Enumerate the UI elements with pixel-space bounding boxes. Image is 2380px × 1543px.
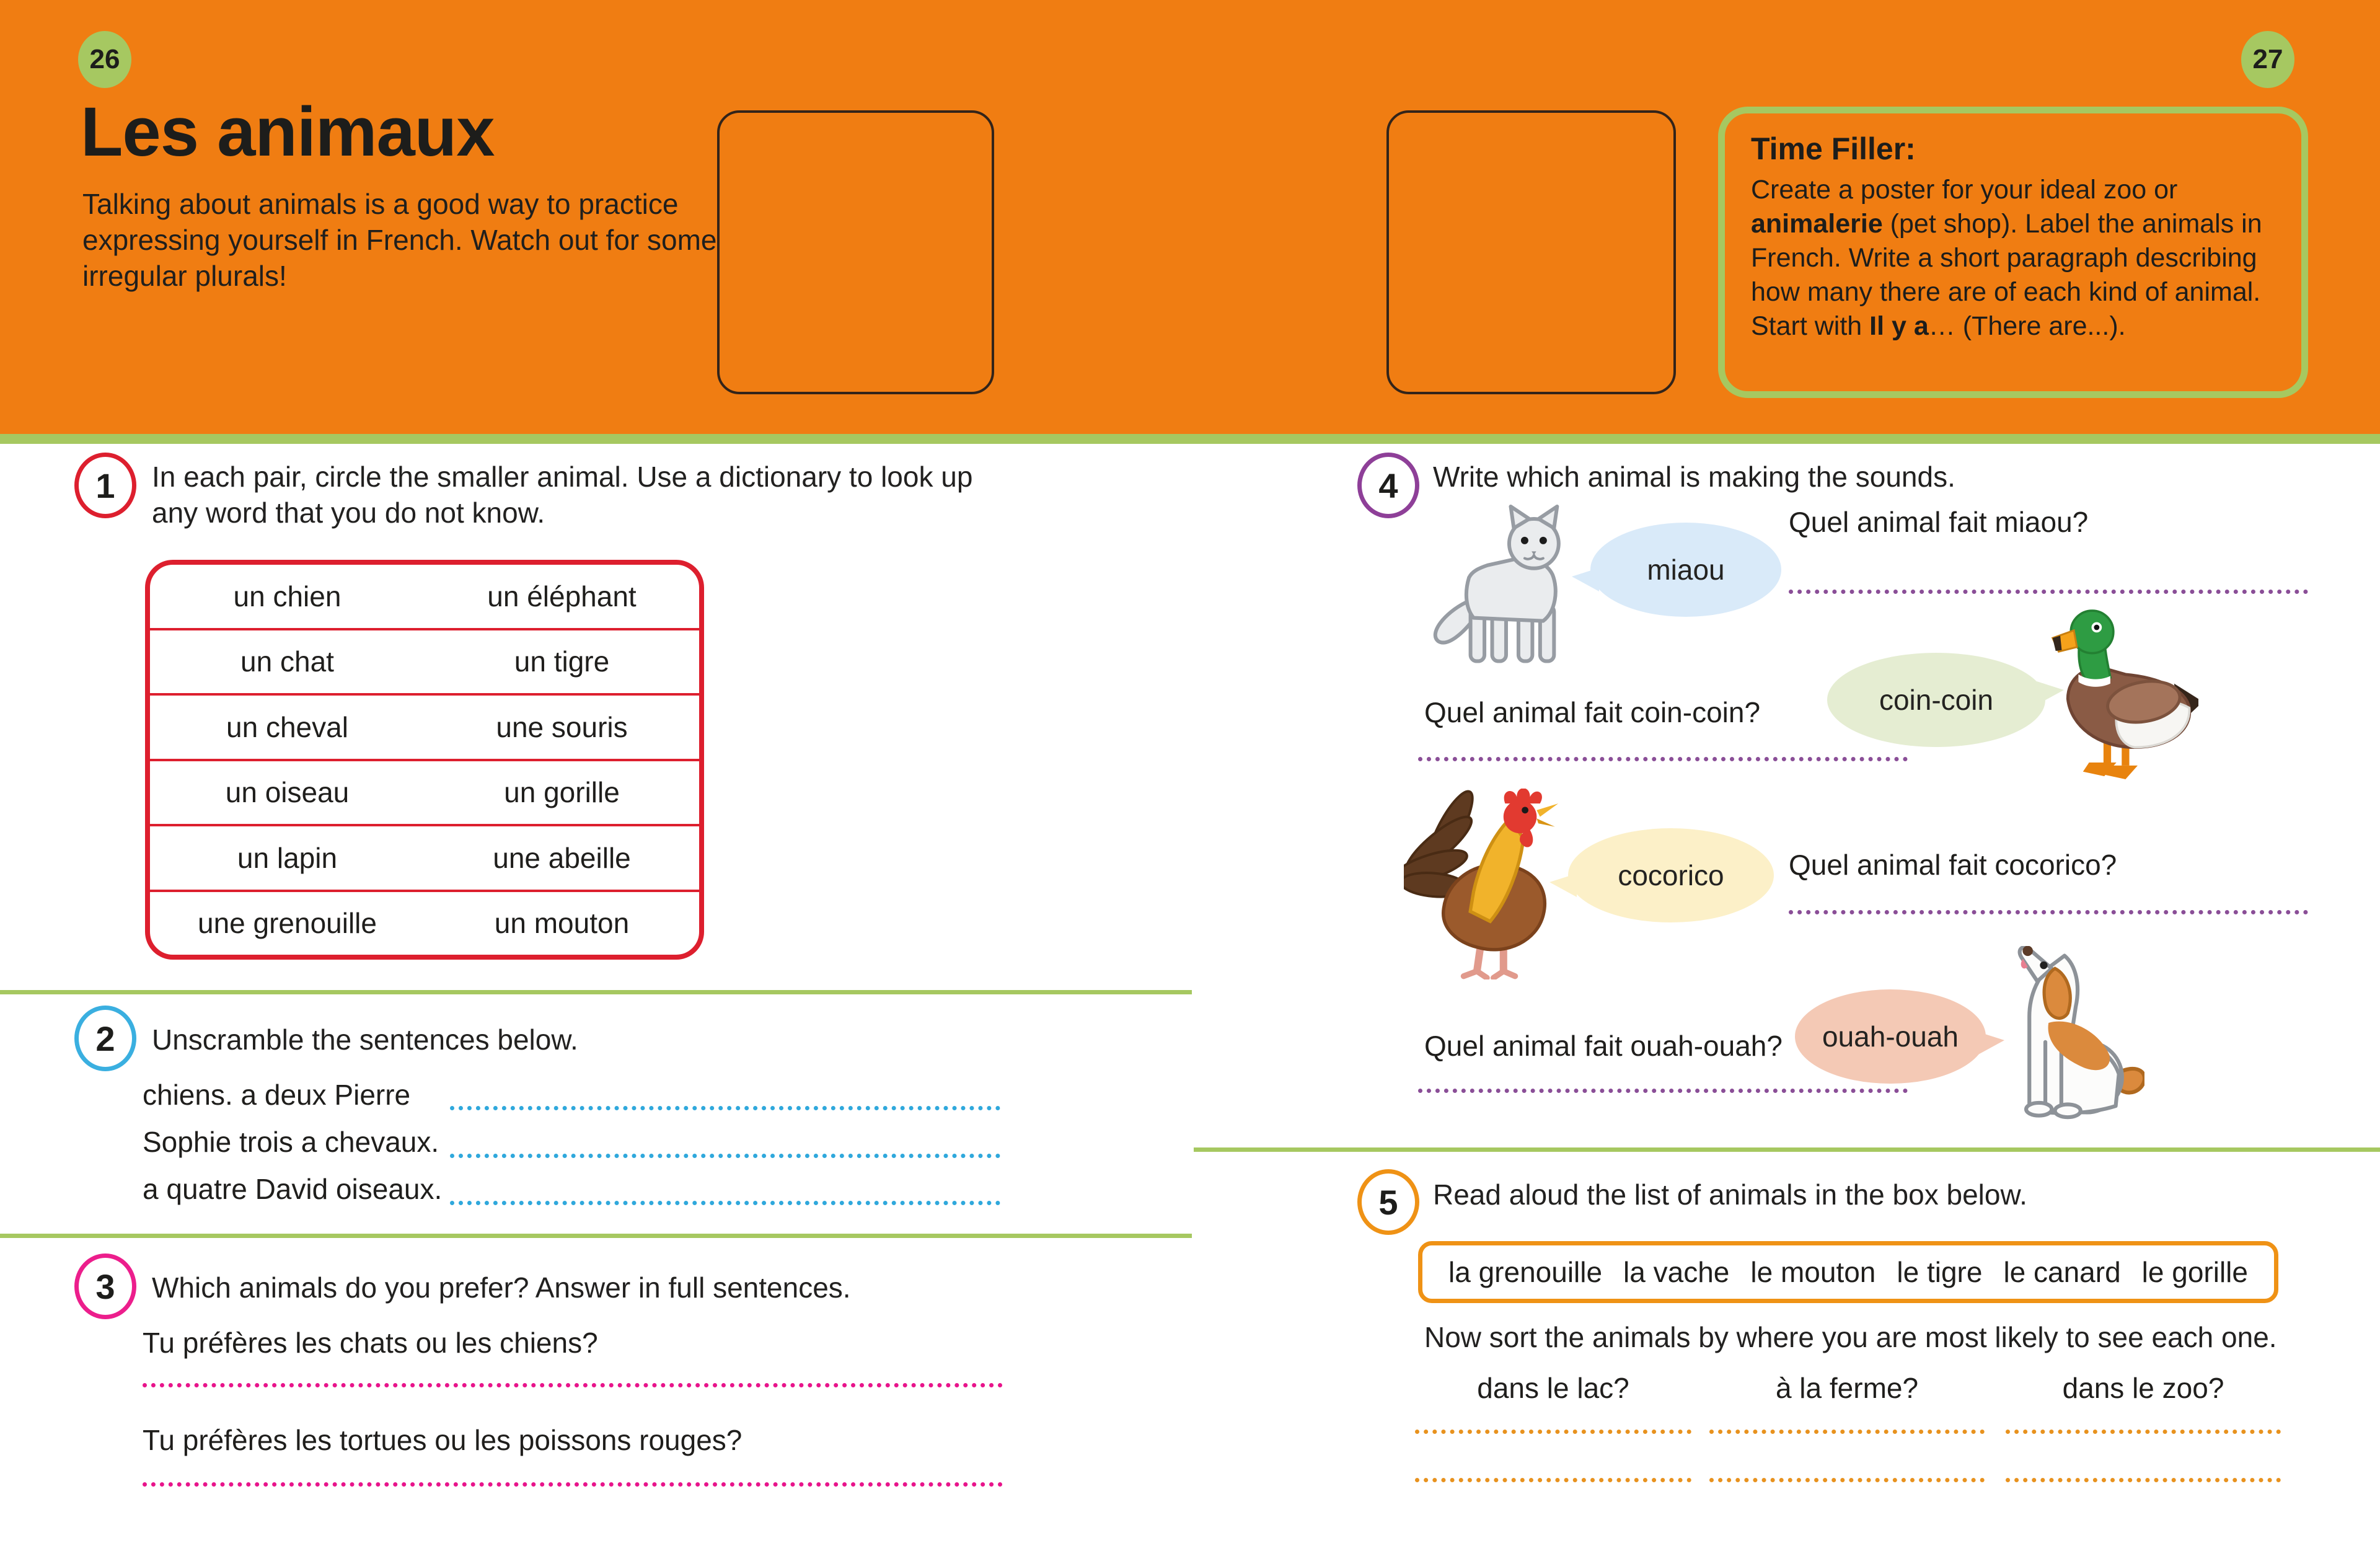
duck-illustration bbox=[2051, 609, 2198, 779]
exercise3-number: 3 bbox=[74, 1253, 136, 1319]
answer-line[interactable] bbox=[2006, 1426, 2281, 1434]
answer-line[interactable] bbox=[450, 1151, 1000, 1158]
table-row: un chien un éléphant bbox=[150, 565, 699, 628]
question-text: Tu préfères les chats ou les chiens? bbox=[143, 1327, 598, 1359]
pair-word[interactable]: un tigre bbox=[514, 645, 610, 678]
exercise5-instructions: Read aloud the list of animals in the bo… bbox=[1433, 1178, 2027, 1211]
image-placeholder-left bbox=[717, 110, 994, 394]
answer-line[interactable] bbox=[1415, 1426, 1691, 1434]
scramble-item: a quatre David oiseaux. bbox=[143, 1173, 443, 1205]
speech-bubble-ouah-ouah: ouah-ouah bbox=[1795, 989, 2004, 1084]
exercise3-instructions: Which animals do you prefer? Answer in f… bbox=[152, 1271, 851, 1304]
question-text: Quel animal fait miaou? bbox=[1789, 506, 2089, 538]
time-filler-heading: Time Filler: bbox=[1751, 131, 1916, 166]
animal-word-box: la grenouille la vache le mouton le tigr… bbox=[1418, 1241, 2278, 1303]
time-filler-body: Create a poster for your ideal zoo or an… bbox=[1751, 175, 2262, 341]
scramble-item: Sophie trois a chevaux. bbox=[143, 1126, 439, 1158]
scramble-item: chiens. a deux Pierre bbox=[143, 1079, 411, 1111]
pair-word[interactable]: un chien bbox=[233, 580, 342, 612]
question-text: Quel animal fait coin-coin? bbox=[1424, 696, 1761, 728]
image-placeholder-right bbox=[1386, 110, 1676, 394]
rooster-illustration bbox=[1404, 789, 1559, 979]
pair-word[interactable]: un oiseau bbox=[225, 776, 350, 809]
sort-column-header: à la ferme? bbox=[1775, 1372, 1919, 1404]
answer-line[interactable] bbox=[143, 1380, 1003, 1387]
intro-text: Talking about animals is a good way to p… bbox=[82, 188, 717, 292]
cat-illustration bbox=[1433, 504, 1561, 663]
exercise5-sort-instruction: Now sort the animals by where you are mo… bbox=[1424, 1321, 2277, 1353]
answer-line[interactable] bbox=[1418, 1085, 1908, 1093]
question-text: Quel animal fait ouah-ouah? bbox=[1424, 1030, 1783, 1062]
exercise5-number: 5 bbox=[1357, 1169, 1419, 1235]
bubble-tail bbox=[2037, 681, 2064, 705]
animal-pairs-table: un chien un éléphant un chat un tigre un… bbox=[145, 560, 704, 960]
table-row: un chat un tigre bbox=[150, 627, 699, 694]
answer-line[interactable] bbox=[143, 1479, 1003, 1487]
table-row: un cheval une souris bbox=[150, 693, 699, 759]
pair-word[interactable]: un chat bbox=[240, 645, 334, 678]
table-row: un lapin une abeille bbox=[150, 824, 699, 890]
exercise1-instructions: In each pair, circle the smaller animal.… bbox=[152, 461, 973, 529]
answer-line[interactable] bbox=[1709, 1426, 1985, 1434]
page-number-left: 26 bbox=[78, 31, 131, 88]
pair-word[interactable]: un lapin bbox=[237, 841, 338, 874]
pair-word[interactable]: une souris bbox=[496, 710, 628, 743]
animal-sound: ouah-ouah bbox=[1822, 1020, 1959, 1053]
exercise4-number: 4 bbox=[1357, 453, 1419, 518]
header-band bbox=[0, 0, 2380, 434]
exercise1-number: 1 bbox=[74, 453, 136, 518]
header-accent-strip bbox=[0, 434, 2380, 444]
section-divider bbox=[0, 1234, 1192, 1238]
section-divider bbox=[0, 990, 1192, 994]
exercise4-instructions: Write which animal is making the sounds. bbox=[1433, 461, 1955, 493]
table-row: une grenouille un mouton bbox=[150, 889, 699, 955]
animal-sound: cocorico bbox=[1618, 859, 1724, 891]
bubble-tail bbox=[1572, 567, 1599, 591]
pair-word[interactable]: une grenouille bbox=[197, 907, 377, 940]
pair-word[interactable]: un mouton bbox=[494, 907, 630, 940]
dog-illustration bbox=[2017, 946, 2144, 1120]
answer-line[interactable] bbox=[1418, 754, 1908, 761]
bubble-tail bbox=[1549, 873, 1577, 897]
question-text: Tu préfères les tortues ou les poissons … bbox=[143, 1424, 743, 1456]
pair-word[interactable]: un cheval bbox=[226, 710, 348, 743]
question-text: Quel animal fait cocorico? bbox=[1789, 849, 2117, 881]
answer-line[interactable] bbox=[1709, 1475, 1985, 1482]
box-word: la grenouille bbox=[1448, 1256, 1603, 1288]
page-title: Les animaux bbox=[81, 93, 495, 170]
animal-sound: coin-coin bbox=[1879, 684, 1994, 716]
answer-line[interactable] bbox=[450, 1103, 1000, 1110]
sort-column-header: dans le lac? bbox=[1477, 1372, 1629, 1404]
speech-bubble-miaou: miaou bbox=[1572, 523, 1781, 617]
box-word: le gorille bbox=[2141, 1256, 2248, 1288]
section-divider bbox=[1194, 1147, 2380, 1152]
exercise2-instructions: Unscramble the sentences below. bbox=[152, 1024, 578, 1056]
animal-sound: miaou bbox=[1647, 554, 1725, 586]
speech-bubble-cocorico: cocorico bbox=[1549, 828, 1774, 922]
table-row: un oiseau un gorille bbox=[150, 758, 699, 825]
answer-line[interactable] bbox=[1789, 586, 2308, 594]
page-number-right: 27 bbox=[2241, 31, 2294, 88]
box-word: le mouton bbox=[1750, 1256, 1876, 1288]
pair-word[interactable]: un éléphant bbox=[487, 580, 637, 612]
exercise2-number: 2 bbox=[74, 1006, 136, 1071]
sort-column-header: dans le zoo? bbox=[2062, 1372, 2224, 1404]
pair-word[interactable]: un gorille bbox=[504, 776, 620, 809]
time-filler-box: Time Filler: Create a poster for your id… bbox=[1718, 107, 2308, 398]
box-word: le tigre bbox=[1897, 1256, 1983, 1288]
bubble-tail bbox=[1977, 1032, 2004, 1056]
box-word: la vache bbox=[1623, 1256, 1730, 1288]
answer-line[interactable] bbox=[1789, 907, 2308, 914]
pair-word[interactable]: une abeille bbox=[493, 841, 631, 874]
answer-line[interactable] bbox=[2006, 1475, 2281, 1482]
answer-line[interactable] bbox=[450, 1198, 1000, 1205]
speech-bubble-coin-coin: coin-coin bbox=[1827, 653, 2064, 747]
box-word: le canard bbox=[2003, 1256, 2121, 1288]
answer-line[interactable] bbox=[1415, 1475, 1691, 1482]
